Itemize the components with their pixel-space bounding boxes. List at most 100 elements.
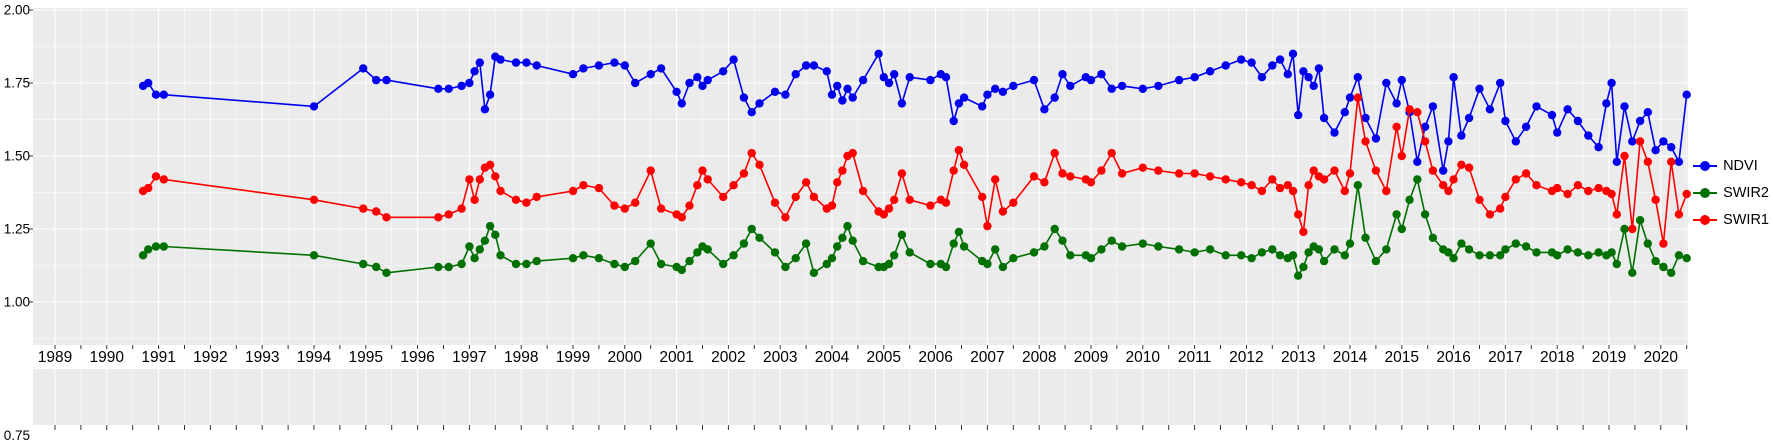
legend-item-ndvi[interactable]: NDVI [1693, 158, 1769, 174]
swir1-point [444, 210, 453, 219]
swir2-point [685, 256, 694, 266]
swir1-point [1345, 169, 1355, 178]
swir2-point [359, 259, 368, 269]
ndvi-point [475, 58, 484, 67]
swir2-point [1086, 254, 1096, 263]
ndvi-point [1294, 110, 1303, 120]
swir2-point [983, 259, 992, 269]
ndvi-point [1268, 61, 1277, 70]
swir1-point [359, 204, 368, 213]
swir2-point [1563, 245, 1572, 254]
legend-label-swir1: SWIR1 [1723, 212, 1769, 228]
ndvi-point [703, 75, 712, 85]
ndvi-point [739, 93, 749, 102]
ndvi-point [747, 108, 756, 117]
ndvi-point [1584, 131, 1593, 140]
swir2-point [858, 256, 868, 266]
swir1-point [1221, 175, 1230, 184]
ndvi-point [1553, 128, 1562, 137]
x-tick-label: 2019 [1592, 349, 1626, 366]
ndvi-point [1547, 110, 1557, 120]
swir2-point [843, 221, 852, 231]
swir1-point [1340, 186, 1350, 196]
swir2-point [465, 242, 474, 251]
swir1-point [1485, 210, 1495, 219]
swir1-point [382, 213, 391, 222]
ndvi-point [620, 61, 629, 70]
ndvi-point [879, 73, 888, 82]
ndvi-point [1651, 146, 1660, 155]
swir2-point [491, 230, 500, 239]
x-tick-label: 2010 [1126, 349, 1161, 366]
swir2-point [1174, 245, 1184, 254]
swir1-point [1247, 181, 1256, 190]
ndvi-point [470, 67, 479, 76]
swir1-point [698, 166, 707, 175]
swir2-point [693, 248, 702, 257]
swir1-point [1288, 186, 1298, 196]
swir2-point [1584, 251, 1593, 260]
x-tick-label: 2012 [1229, 349, 1263, 366]
swir2-point [954, 227, 964, 237]
swir2-point [1501, 245, 1510, 254]
swir2-point [1521, 242, 1531, 251]
swir1-point [781, 213, 790, 222]
ndvi-point [309, 102, 319, 111]
ndvi-point [1058, 70, 1067, 79]
swir2-point [1097, 245, 1106, 254]
swir2-point [1190, 248, 1199, 257]
x-tick-label: 2009 [1074, 349, 1108, 366]
swir2-point [1040, 242, 1049, 251]
swir1-point [1651, 195, 1660, 204]
swir1-legend-marker-icon [1693, 214, 1718, 226]
swir2-point [1221, 251, 1230, 260]
ndvi-point [485, 90, 495, 99]
swir1-point [1501, 192, 1510, 202]
swir2-point [1612, 259, 1622, 269]
swir1-point [809, 192, 819, 202]
swir2-point [620, 262, 629, 272]
ndvi-point [359, 64, 368, 73]
ndvi-point [791, 70, 800, 79]
ndvi-point [1309, 81, 1318, 91]
range-strip[interactable] [33, 369, 1688, 425]
swir1-point [1584, 186, 1593, 196]
swir1-point [1563, 189, 1572, 199]
ndvi-point [522, 58, 531, 67]
swir1-point [1309, 166, 1318, 175]
ndvi-point [1371, 134, 1381, 143]
ndvi-point [434, 84, 443, 94]
ndvi-point [858, 75, 868, 85]
main-panel[interactable] [33, 8, 1688, 345]
swir2-point [791, 254, 800, 263]
swir2-point [739, 239, 749, 248]
ndvi-point [983, 90, 992, 99]
swir2-point [1107, 236, 1116, 245]
legend-item-swir2[interactable]: SWIR2 [1693, 185, 1769, 201]
swir1-point [1464, 163, 1474, 172]
swir1-point [703, 175, 712, 184]
swir2-point [594, 254, 604, 263]
swir2-point [1674, 251, 1684, 260]
x-tick-label: 1998 [504, 349, 538, 366]
x-tick-label: 1992 [193, 349, 227, 366]
ndvi-point [1107, 84, 1116, 94]
swir1-point [755, 160, 764, 169]
x-tick-label: 1990 [90, 349, 125, 366]
swir2-point [1268, 245, 1277, 254]
swir1-point [485, 160, 495, 169]
ndvi-point [1674, 157, 1684, 166]
swir1-point [1107, 148, 1116, 158]
swir2-point [470, 254, 479, 263]
legend-label-ndvi: NDVI [1723, 158, 1758, 174]
swir2-point [1405, 195, 1414, 204]
ndvi-point [672, 87, 681, 97]
ndvi-point [770, 87, 780, 97]
swir1-point [1237, 178, 1246, 187]
ndvi-point [465, 78, 474, 88]
swir2-point [1205, 245, 1215, 254]
legend-item-swir1[interactable]: SWIR1 [1693, 212, 1769, 228]
swir1-point [1154, 166, 1163, 175]
swir2-point [1511, 239, 1521, 248]
